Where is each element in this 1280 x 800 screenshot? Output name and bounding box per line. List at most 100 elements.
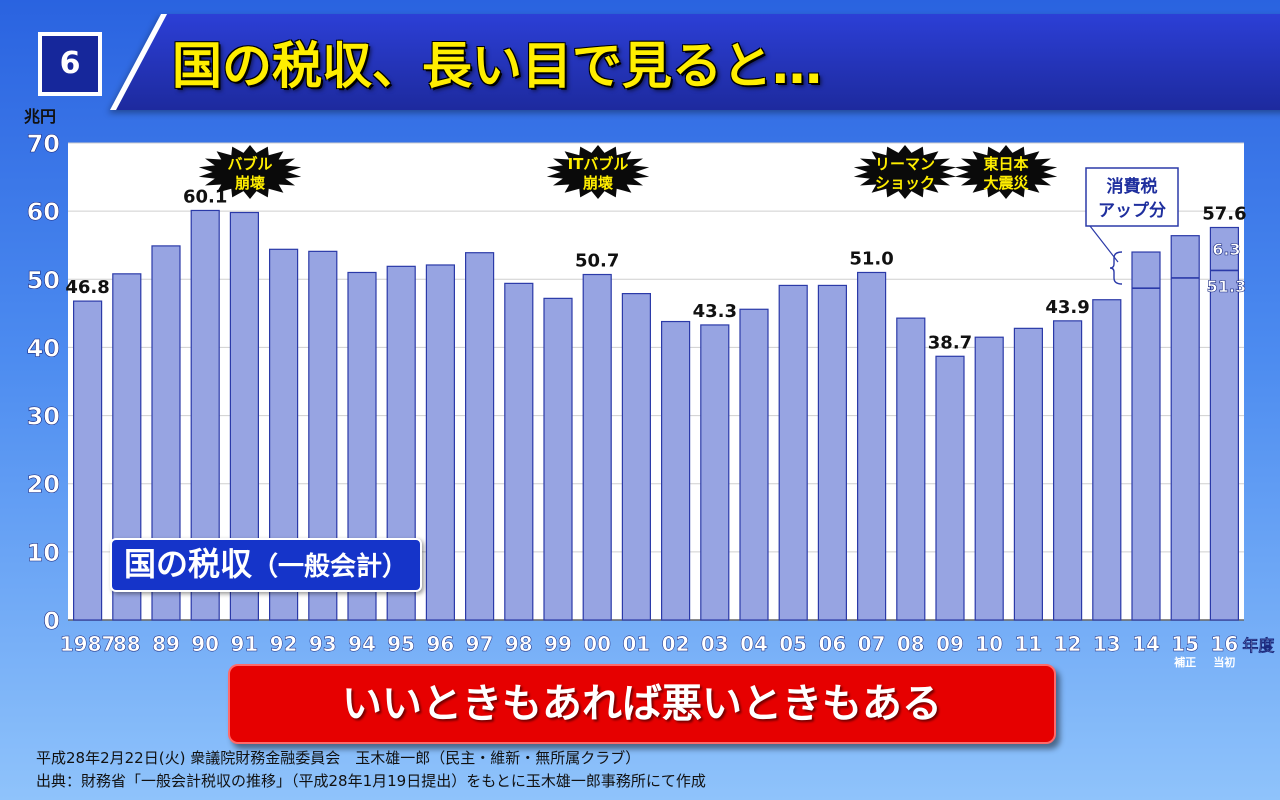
conclusion-banner: いいときもあれば悪いときもある — [228, 664, 1056, 744]
x-tick-label: 95 — [387, 632, 415, 656]
x-tick-label: 94 — [348, 632, 376, 656]
callout-brace — [1109, 251, 1123, 285]
inner-value-label: 6.3 — [1212, 240, 1240, 259]
x-tick-label: 98 — [505, 632, 533, 656]
x-tick-label: 92 — [270, 632, 298, 656]
bar-04 — [739, 308, 769, 621]
chart-subtitle-paren: （一般会計） — [252, 552, 409, 582]
y-tick-label: 50 — [27, 266, 60, 294]
event-burst-shape — [198, 145, 302, 199]
x-tick-label: 10 — [975, 632, 1003, 656]
x-tick-label: 04 — [740, 632, 768, 656]
x-tick-label: 88 — [113, 632, 141, 656]
y-tick-label: 20 — [27, 471, 60, 499]
x-tick-label: 15 — [1171, 632, 1199, 656]
callout-box — [1085, 167, 1179, 227]
x-tick-label: 05 — [779, 632, 807, 656]
x-tick-label: 97 — [466, 632, 494, 656]
x-tick-label: 99 — [544, 632, 572, 656]
slide-title: 国の税収、長い目で見ると… — [172, 37, 822, 95]
x-tick-label: 11 — [1014, 632, 1042, 656]
bar-05 — [778, 284, 808, 621]
x-tick-note: 当初 — [1213, 655, 1235, 669]
chart-subtitle-box: 国の税収（一般会計） — [110, 538, 423, 592]
bar-09 — [935, 355, 965, 621]
y-tick-label: 0 — [43, 607, 60, 635]
x-tick-label: 01 — [622, 632, 650, 656]
bar-00 — [582, 273, 612, 621]
event-label-line: 大震災 — [983, 174, 1029, 192]
x-tick-note: 補正 — [1173, 655, 1196, 669]
bar-15 — [1170, 235, 1200, 621]
x-tick-label: 91 — [230, 632, 258, 656]
x-tick-label: 16 — [1210, 632, 1238, 656]
y-tick-label: 60 — [27, 198, 60, 226]
bar-98 — [504, 282, 534, 621]
event-burst-shape — [546, 145, 650, 199]
x-tick-label: 09 — [936, 632, 964, 656]
data-label: 57.6 — [1202, 203, 1246, 224]
chart-subtitle-main: 国の税収 — [124, 545, 253, 583]
footer-source-note: 出典：財務省「一般会計税収の推移」（平成28年1月19日提出）をもとに玉木雄一郎… — [36, 772, 706, 790]
x-tick-label: 96 — [426, 632, 454, 656]
x-tick-label: 03 — [701, 632, 729, 656]
event-label-line: リーマン — [875, 155, 935, 173]
data-label: 51.0 — [849, 248, 893, 269]
x-tick-label: 02 — [662, 632, 690, 656]
bar-16 — [1209, 226, 1240, 621]
callout-label-line: 消費税 — [1107, 176, 1158, 197]
bar-1987 — [72, 300, 103, 621]
event-label-line: ショック — [875, 174, 935, 192]
bar-07 — [856, 271, 887, 621]
y-tick-label: 40 — [27, 334, 60, 362]
slide-number-badge: 6 — [38, 32, 102, 96]
x-axis-suffix: 年度 — [1242, 636, 1275, 655]
x-tick-label: 89 — [152, 632, 180, 656]
x-tick-label: 14 — [1132, 632, 1160, 656]
bar-13 — [1092, 299, 1122, 621]
event-label-line: バブル — [227, 155, 272, 173]
event-label-line: ITバブル — [568, 155, 629, 173]
bar-08 — [896, 317, 926, 621]
x-tick-label: 06 — [818, 632, 846, 656]
x-tick-label: 93 — [309, 632, 337, 656]
bar-14 — [1131, 251, 1161, 621]
data-label: 38.7 — [928, 332, 972, 353]
data-label: 60.1 — [183, 186, 227, 207]
y-tick-label: 30 — [27, 403, 60, 431]
data-label: 50.7 — [575, 251, 619, 272]
bar-96 — [425, 264, 455, 621]
y-tick-label: 70 — [27, 130, 60, 158]
x-tick-label: 07 — [858, 632, 886, 656]
x-tick-label: 12 — [1054, 632, 1082, 656]
x-tick-label: 13 — [1093, 632, 1121, 656]
bar-97 — [465, 252, 495, 621]
x-tick-label: 08 — [897, 632, 925, 656]
bar-03 — [700, 324, 730, 621]
data-label: 46.8 — [65, 277, 109, 298]
bar-10 — [974, 336, 1004, 621]
footer-meeting-note: 平成28年2月22日(火) 衆議院財務金融委員会 玉木雄一郎（民主・維新・無所属… — [36, 749, 641, 767]
callout-leader — [1089, 225, 1119, 263]
event-burst-shape — [853, 145, 957, 199]
event-label-line: 崩壊 — [583, 174, 613, 192]
inner-value-label: 51.3 — [1207, 277, 1246, 296]
bar-06 — [817, 284, 848, 621]
data-label: 43.3 — [693, 301, 737, 322]
bar-01 — [621, 292, 652, 621]
y-axis-unit-label: 兆円 — [24, 107, 56, 126]
bar-02 — [660, 320, 691, 621]
data-label: 43.9 — [1045, 297, 1089, 318]
x-tick-label: 00 — [583, 632, 611, 656]
callout-label-line: アップ分 — [1098, 200, 1166, 221]
bar-12 — [1052, 320, 1083, 621]
event-label-line: 東日本 — [983, 155, 1028, 173]
bar-11 — [1013, 327, 1044, 621]
y-tick-label: 10 — [27, 539, 60, 567]
x-tick-label: 90 — [191, 632, 219, 656]
